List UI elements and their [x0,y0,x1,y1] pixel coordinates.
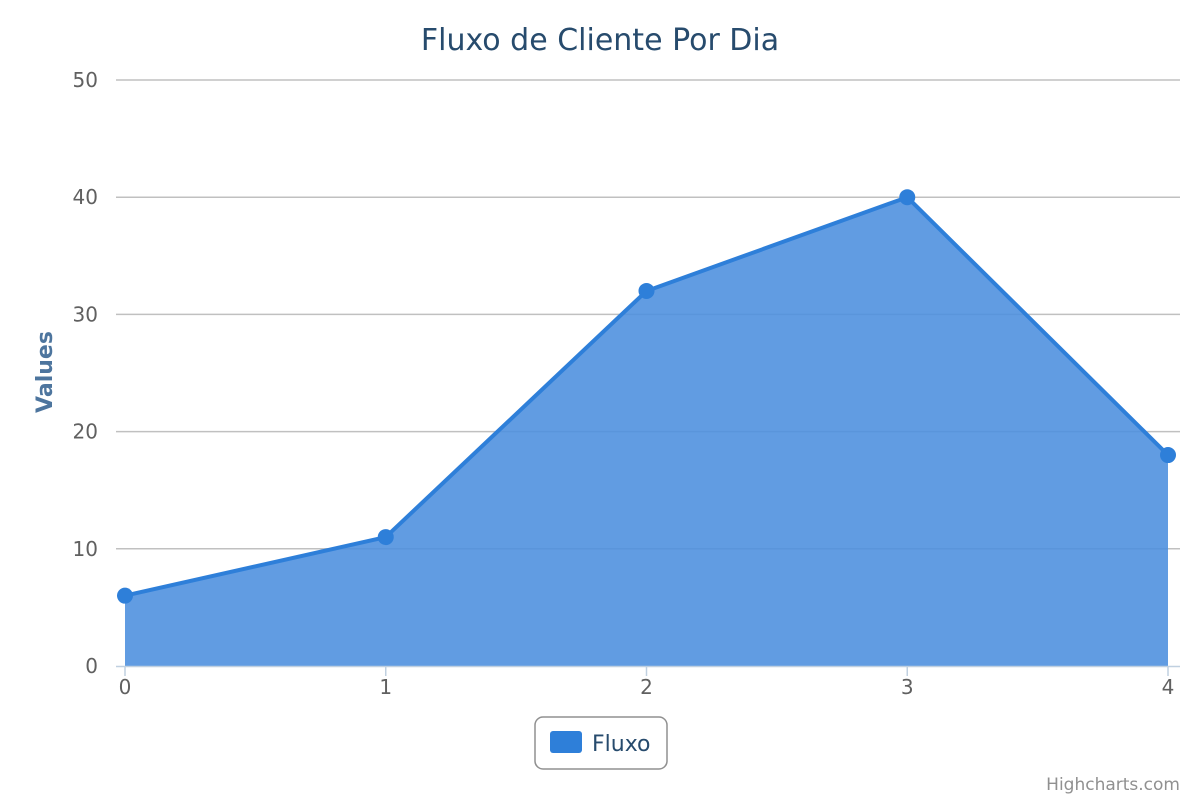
series-area-fluxo [125,197,1168,666]
y-tick-label: 40 [73,185,98,209]
x-tick-label: 0 [119,675,132,699]
data-point[interactable] [117,587,133,604]
data-point[interactable] [638,282,655,299]
data-point[interactable] [1160,447,1176,464]
y-tick-label: 30 [73,302,98,326]
legend-label-fluxo[interactable]: Fluxo [592,732,651,757]
y-axis-title: Values [33,331,58,413]
x-tick-label: 2 [640,675,653,699]
credits-link[interactable]: Highcharts.com [1046,775,1180,795]
data-point[interactable] [377,529,394,546]
data-point[interactable] [899,189,916,206]
legend-swatch-fluxo[interactable] [550,731,582,753]
x-axis-ticks: 0 1 2 3 4 [119,666,1175,699]
x-tick-label: 3 [901,675,914,699]
y-tick-label: 0 [85,654,98,678]
y-tick-label: 50 [73,68,98,92]
x-tick-label: 4 [1162,675,1175,699]
chart-title: Fluxo de Cliente Por Dia [421,23,779,58]
y-axis-ticks: 0 10 20 30 40 50 [73,68,98,678]
legend[interactable]: Fluxo [534,716,668,770]
y-tick-label: 10 [73,537,98,561]
series-layer [117,189,1176,666]
x-tick-label: 1 [379,675,392,699]
legend-box [534,716,668,770]
y-tick-label: 20 [73,420,98,444]
